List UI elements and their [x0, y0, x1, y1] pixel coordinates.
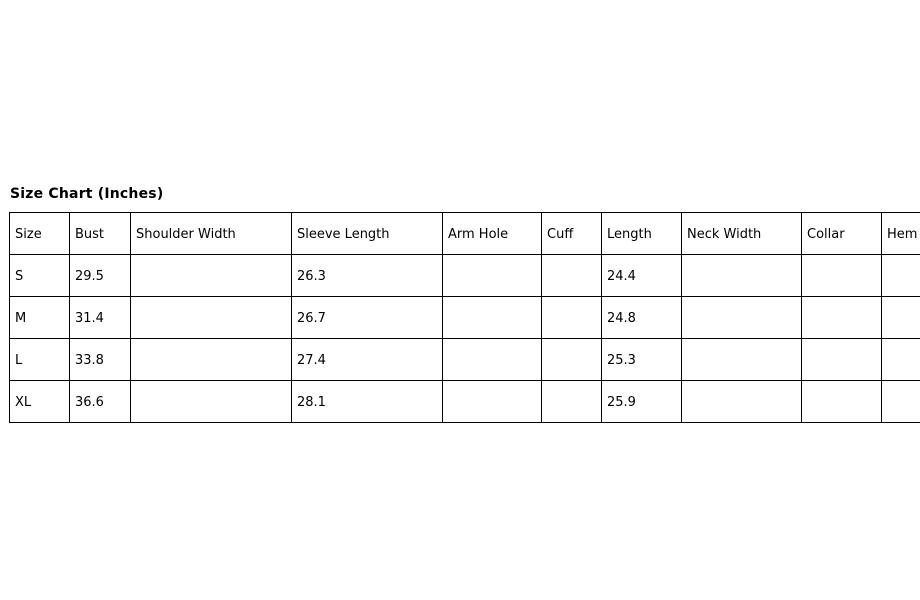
column-header-shoulder-width: Shoulder Width — [130, 212, 292, 255]
table-cell: M — [9, 296, 70, 339]
table-cell — [442, 296, 542, 339]
table-cell — [130, 254, 292, 297]
column-header-cuff: Cuff — [541, 212, 602, 255]
table-cell — [881, 254, 920, 297]
column-header-bust: Bust — [69, 212, 131, 255]
table-cell — [130, 296, 292, 339]
table-cell — [681, 296, 802, 339]
table-cell — [801, 296, 882, 339]
table-row-xl: XL 36.6 28.1 25.9 — [9, 380, 920, 423]
table-cell: 24.4 — [601, 254, 682, 297]
column-header-sleeve-length: Sleeve Length — [291, 212, 443, 255]
table-cell — [801, 254, 882, 297]
column-header-size: Size — [9, 212, 70, 255]
table-cell — [442, 380, 542, 423]
table-cell: 26.3 — [291, 254, 443, 297]
table-cell: 27.4 — [291, 338, 443, 381]
table-cell — [130, 338, 292, 381]
table-cell — [801, 338, 882, 381]
table-cell — [130, 380, 292, 423]
table-row-s: S 29.5 26.3 24.4 — [9, 254, 920, 297]
table-cell — [681, 380, 802, 423]
table-row-m: M 31.4 26.7 24.8 — [9, 296, 920, 339]
table-cell — [541, 380, 602, 423]
column-header-collar: Collar — [801, 212, 882, 255]
table-cell: S — [9, 254, 70, 297]
table-cell: L — [9, 338, 70, 381]
column-header-hem: Hem — [881, 212, 920, 255]
table-cell — [881, 338, 920, 381]
table-cell: 25.3 — [601, 338, 682, 381]
column-header-neck-width: Neck Width — [681, 212, 802, 255]
table-row-l: L 33.8 27.4 25.3 — [9, 338, 920, 381]
table-cell — [681, 338, 802, 381]
column-header-length: Length — [601, 212, 682, 255]
table-cell — [442, 254, 542, 297]
table-cell — [801, 380, 882, 423]
table-cell — [881, 296, 920, 339]
table-cell: 24.8 — [601, 296, 682, 339]
table-cell — [541, 338, 602, 381]
table-cell: 26.7 — [291, 296, 443, 339]
table-header-row: Size Bust Shoulder Width Sleeve Length A… — [9, 212, 920, 255]
column-header-arm-hole: Arm Hole — [442, 212, 542, 255]
table-cell — [541, 254, 602, 297]
page-title: Size Chart (Inches) — [10, 186, 164, 202]
table-cell: XL — [9, 380, 70, 423]
table-cell: 33.8 — [69, 338, 131, 381]
table-cell: 31.4 — [69, 296, 131, 339]
table-cell — [442, 338, 542, 381]
size-chart-table: Size Bust Shoulder Width Sleeve Length A… — [9, 212, 920, 423]
table-cell: 36.6 — [69, 380, 131, 423]
table-cell: 28.1 — [291, 380, 443, 423]
size-chart-container: Size Bust Shoulder Width Sleeve Length A… — [9, 212, 920, 423]
table-cell — [681, 254, 802, 297]
table-cell: 29.5 — [69, 254, 131, 297]
table-cell — [541, 296, 602, 339]
table-cell — [881, 380, 920, 423]
table-cell: 25.9 — [601, 380, 682, 423]
